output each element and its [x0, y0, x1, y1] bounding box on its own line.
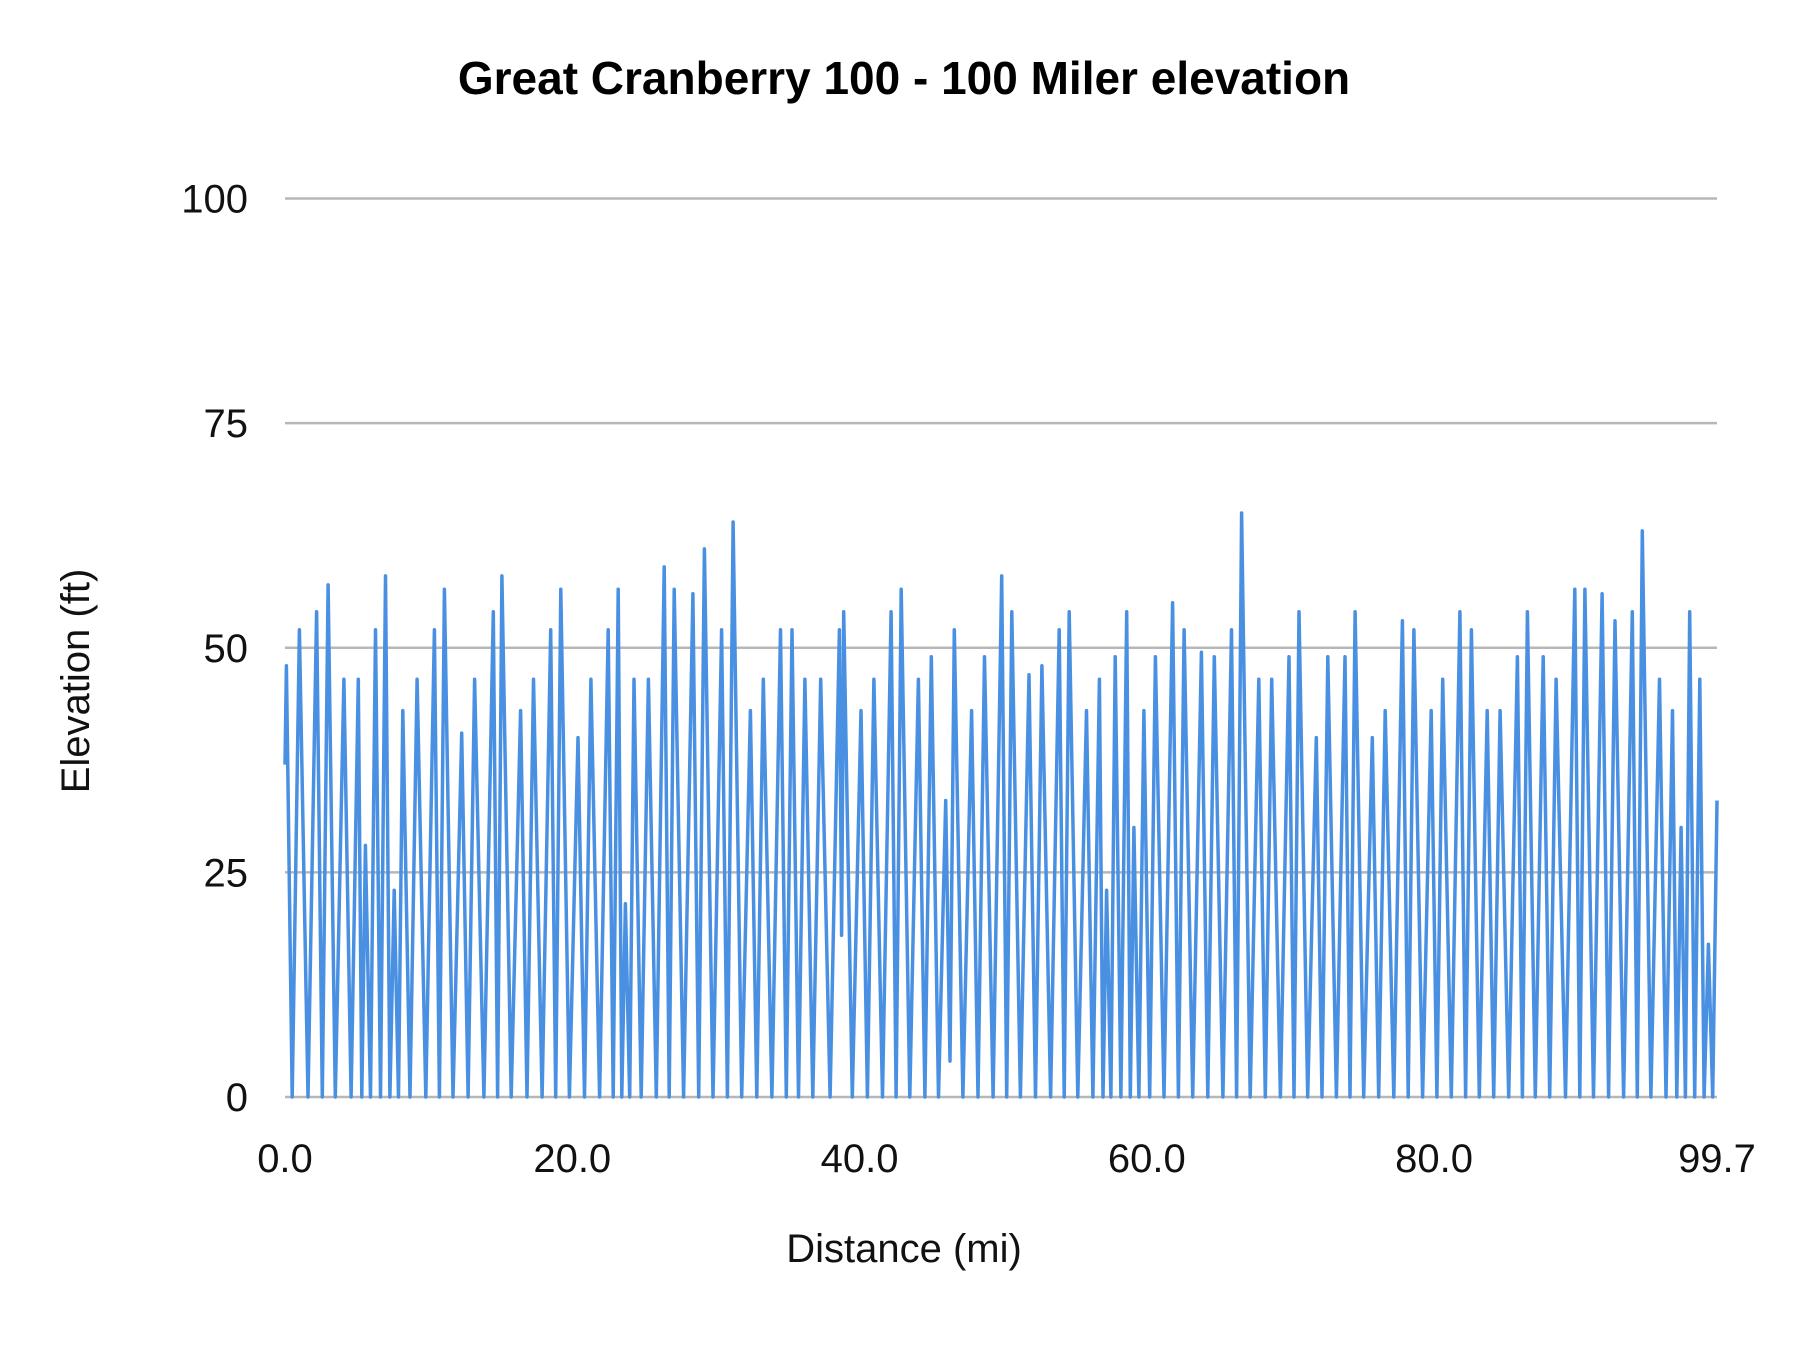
x-tick-label: 60.0 [1108, 1137, 1186, 1181]
y-tick-label: 0 [226, 1076, 248, 1120]
y-tick-label: 25 [204, 851, 249, 895]
y-tick-label: 75 [204, 402, 249, 446]
x-tick-label: 40.0 [821, 1137, 899, 1181]
y-tick-label: 50 [204, 627, 249, 671]
x-axis-label: Distance (mi) [786, 1227, 1022, 1271]
y-axis-ticks: 0 25 50 75 100 [181, 178, 248, 1121]
x-tick-label: 99.7 [1678, 1137, 1756, 1181]
chart-title: Great Cranberry 100 - 100 Miler elevatio… [458, 52, 1350, 104]
elevation-line [283, 511, 1719, 1099]
x-tick-label: 0.0 [257, 1137, 313, 1181]
y-axis-label: Elevation (ft) [54, 569, 98, 794]
x-axis-ticks: 0.0 20.0 40.0 60.0 80.0 99.7 [257, 1137, 1756, 1181]
x-tick-label: 20.0 [533, 1137, 611, 1181]
x-tick-label: 80.0 [1395, 1137, 1473, 1181]
y-tick-label: 100 [181, 178, 248, 222]
